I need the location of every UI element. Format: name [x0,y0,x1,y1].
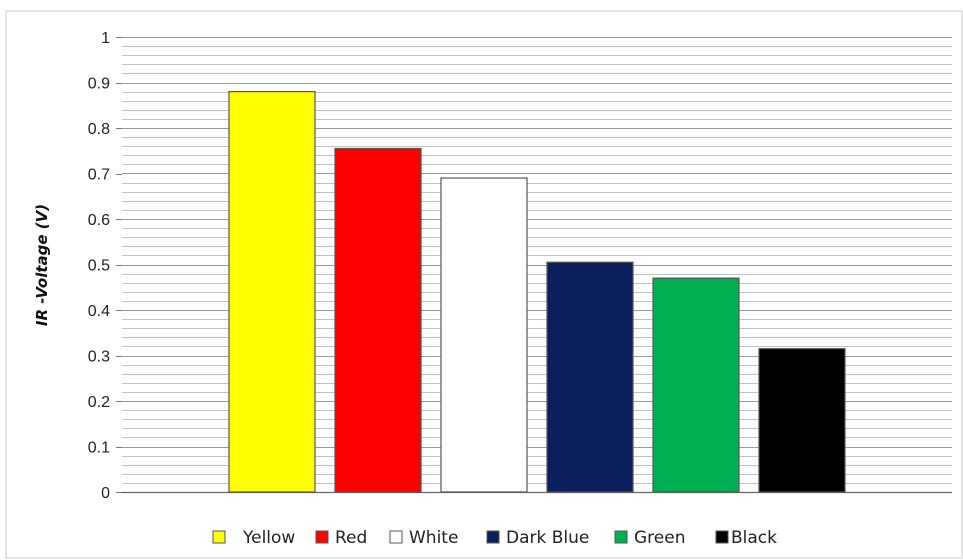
legend-swatch-green [614,530,628,544]
bar-dark-blue [546,261,634,493]
legend-label: White [409,528,458,548]
legend-swatch-dark-blue [486,530,500,544]
y-tick-label: 0.4 [88,303,110,320]
legend-swatch-red [315,530,329,544]
y-tick-label: 0.3 [88,349,110,366]
legend-swatch-yellow [212,530,226,544]
legend-label: Dark Blue [506,528,589,548]
y-axis-label: IR -Voltage (V) [33,204,51,326]
y-tick-label: 0.8 [88,121,110,138]
bar-green [652,277,740,493]
y-tick-label: 0.7 [88,167,110,184]
bar-yellow [228,90,316,493]
y-tick-label: 1 [101,30,110,47]
y-tick-label: 0.9 [88,76,110,93]
legend-label: Black [731,528,777,548]
y-tick-label: 0.2 [88,394,110,411]
legend-swatch-white [389,530,403,544]
legend-label: Green [634,528,685,548]
y-tick-label: 0.5 [88,258,110,275]
legend-swatch-black [715,530,729,544]
bar-red [334,147,422,493]
bar-black [758,348,846,493]
legend-label: Red [335,528,367,548]
bars [228,90,846,493]
y-tick-label: 0.6 [88,212,110,229]
bar-white [440,177,528,493]
legend-label: Yellow [242,528,295,548]
y-tick-label: 0.1 [88,440,110,457]
y-tick-label: 0 [101,485,110,502]
legend: Yellow Red White Dark Blue Green Black [212,528,777,548]
